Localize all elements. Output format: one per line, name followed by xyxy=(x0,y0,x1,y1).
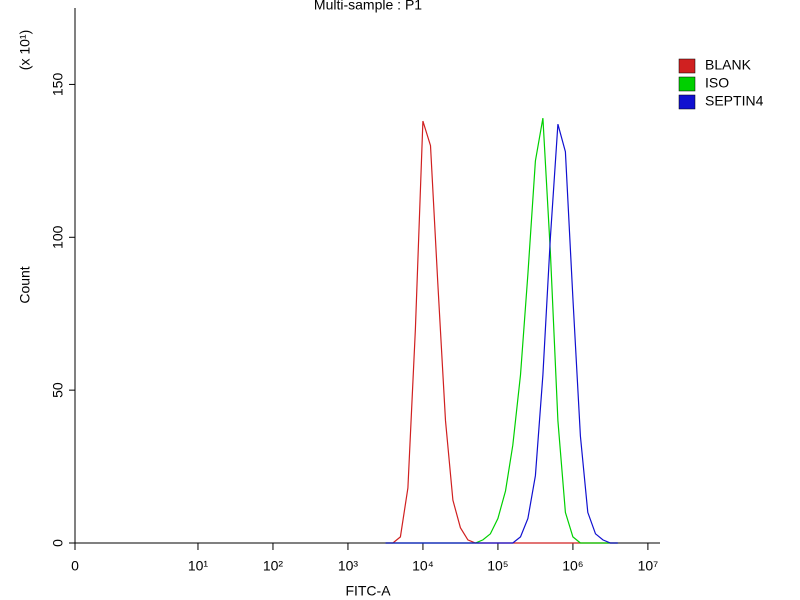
legend-swatch xyxy=(678,58,696,74)
legend-label: BLANK xyxy=(705,57,752,73)
y-tick-label: 50 xyxy=(50,382,66,398)
y-axis-label: Count xyxy=(17,266,33,303)
y-tick-label: 100 xyxy=(50,225,66,249)
x-tick-label: 0 xyxy=(71,558,79,574)
series-line xyxy=(385,120,618,544)
y-multiplier: (x 10¹) xyxy=(17,30,33,70)
y-tick-label: 0 xyxy=(50,539,66,547)
legend-swatch xyxy=(678,94,696,110)
legend-swatch xyxy=(678,76,696,92)
chart-title: Multi-sample : P1 xyxy=(314,0,422,13)
x-tick-label: 10¹ xyxy=(188,558,209,574)
legend-label: ISO xyxy=(705,75,729,91)
x-axis-label: FITC-A xyxy=(345,583,391,599)
x-tick-label: 10⁵ xyxy=(487,558,508,574)
legend-label: SEPTIN4 xyxy=(705,93,764,109)
x-tick-label: 10⁴ xyxy=(412,558,434,574)
x-tick-label: 10³ xyxy=(338,558,359,574)
series-line xyxy=(385,124,618,544)
x-tick-label: 10⁶ xyxy=(562,558,583,574)
x-tick-label: 10² xyxy=(263,558,284,574)
y-tick-label: 150 xyxy=(50,73,66,97)
x-tick-label: 10⁷ xyxy=(638,558,659,574)
